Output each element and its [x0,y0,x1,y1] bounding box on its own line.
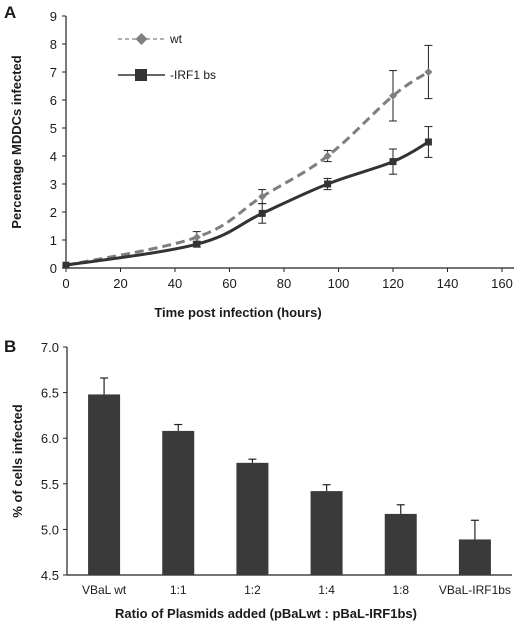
x-tick-label: 1:4 [318,583,335,597]
x-tick-label: VBaL-IRF1bs [439,583,511,597]
x-tick-label: 0 [62,276,69,291]
panel-b-letter: B [4,337,16,356]
y-tick-label: 7 [50,65,57,80]
data-point-diamond [424,68,433,76]
y-tick-label: 5.5 [41,477,59,492]
y-tick-label: 7.0 [41,340,59,355]
x-tick-label: 1:1 [170,583,187,597]
y-tick-label: 6.0 [41,431,59,446]
y-tick-label: 9 [50,9,57,24]
bar [384,513,417,575]
panel-a-y-axis-title: Percentage MDDCs infected [9,55,24,228]
series-irf1-bs [62,126,433,269]
bar [458,539,491,575]
data-point-diamond [192,233,201,242]
y-tick-label: 3 [50,177,57,192]
legend-wt-diamond-marker [135,33,148,45]
data-point-diamond [389,91,397,100]
y-tick-label: 6 [50,93,57,108]
x-tick-label: 40 [168,276,182,291]
panel-b-bar-chart: B 4.5 5.0 5.5 6.0 6.5 7.0 VBaL wt 1:1 1:2 1:4 1:8… [4,337,512,621]
x-tick-label: 160 [491,276,513,291]
data-point-square [324,180,332,188]
data-point-square [62,261,70,269]
y-tick-label: 4.5 [41,568,59,583]
panel-b-x-tick-labels: VBaL wt 1:1 1:2 1:4 1:8 VBaL-IRF1bs [82,583,511,597]
y-tick-label: 0 [50,261,57,276]
x-tick-label: 120 [382,276,404,291]
data-point-square [193,240,201,248]
legend-irf1-square-marker [135,69,147,81]
x-tick-label: 100 [328,276,350,291]
data-point-diamond [323,152,332,160]
x-tick-label: 80 [277,276,291,291]
y-tick-label: 1 [50,233,57,248]
y-tick-label: 5.0 [41,522,59,537]
legend-irf1-label: -IRF1 bs [170,68,216,82]
y-tick-label: 4 [50,149,57,164]
panel-a-x-axis-title: Time post infection (hours) [154,305,321,320]
panel-a-legend: wt -IRF1 bs [118,32,216,82]
bar [236,462,269,575]
legend-wt-label: wt [169,32,183,46]
panel-b-x-axis-title: Ratio of Plasmids added (pBaLwt : pBaL-I… [115,606,417,621]
y-tick-label: 5 [50,121,57,136]
y-tick-label: 6.5 [41,386,59,401]
y-tick-label: 2 [50,205,57,220]
bar [310,491,343,575]
x-tick-label: 140 [437,276,459,291]
bar [88,394,121,575]
x-tick-label: VBaL wt [82,583,127,597]
panel-a-line-chart: A 0 1 2 3 4 5 6 7 8 9 0 20 40 60 80 100 120 140 160 wt -I… [4,3,514,320]
data-point-square [389,158,397,166]
data-point-square [258,209,266,217]
panel-b-y-axis-title: % of cells infected [10,404,25,517]
panel-a-letter: A [4,3,16,22]
y-tick-label: 8 [50,37,57,52]
panel-b-y-ticks: 4.5 5.0 5.5 6.0 6.5 7.0 [41,340,67,583]
x-tick-label: 1:8 [392,583,409,597]
panel-b-bars [88,377,491,575]
series-line [65,140,430,267]
panel-a-y-ticks: 0 1 2 3 4 5 6 7 8 9 [50,9,66,276]
panel-a-series-layer [62,44,433,270]
data-point-square [424,138,432,146]
bar [162,430,195,575]
panel-a-x-ticks: 0 20 40 60 80 100 120 140 160 [62,268,513,291]
x-tick-label: 60 [222,276,236,291]
data-point-diamond [258,192,267,201]
x-tick-label: 20 [113,276,127,291]
x-tick-label: 1:2 [244,583,261,597]
series-wt [62,44,433,270]
